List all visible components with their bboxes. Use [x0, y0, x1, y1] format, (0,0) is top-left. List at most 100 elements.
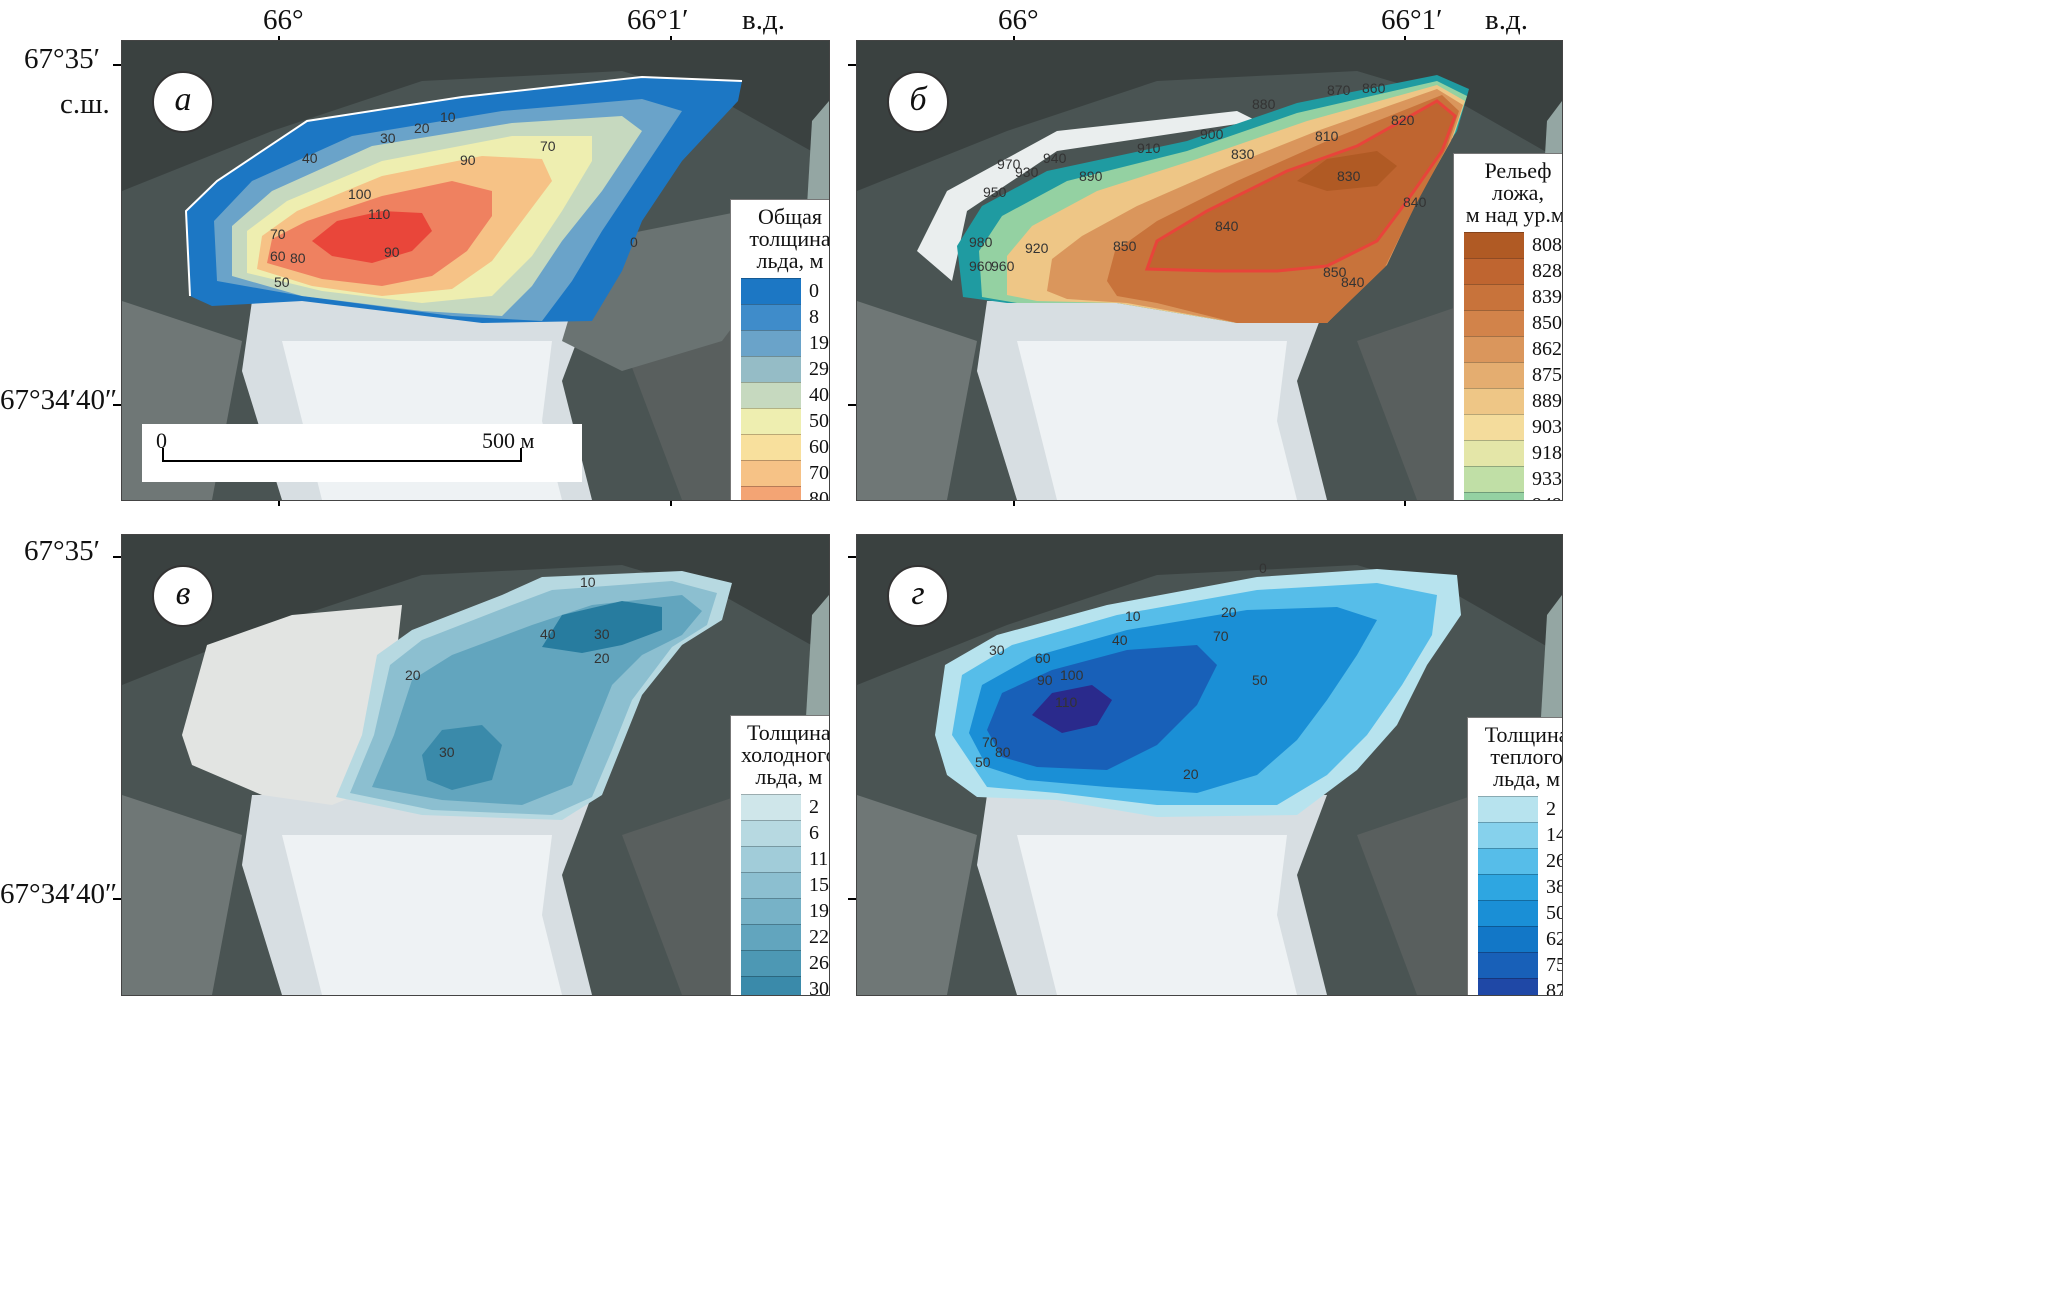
legend-swatch: [741, 793, 801, 821]
map-panel-g-warm-ice-thickness: 0 10 20 30 40 70 60 100 90 110 50 70 80 …: [856, 534, 1563, 996]
lon-label-66-1-top-right: 66°1′: [1381, 4, 1443, 36]
legend-swatch: [741, 381, 801, 409]
legend-row: 850: [1464, 309, 1562, 337]
legend-row: 14: [1478, 821, 1562, 849]
cold-ice-fill-v: [336, 571, 732, 820]
legend-row: 0: [741, 277, 829, 305]
legend-value: 918: [1532, 442, 1562, 464]
contour-label-a-4: 40: [302, 150, 318, 166]
contour-labels-v: 10 40 30 20 20 30: [405, 574, 610, 760]
legend-row: 828: [1464, 257, 1562, 285]
contour-label-a-14: 0: [630, 234, 638, 250]
legend-value: 6: [809, 822, 819, 844]
legend-swatch: [1478, 821, 1538, 849]
legend-rows-b: 8088288398508628758899039189339499639779…: [1464, 231, 1562, 500]
legend-swatch: [741, 845, 801, 873]
contour-label-g-1: 0: [1259, 560, 1267, 576]
legend-row: 933: [1464, 465, 1562, 493]
legend-row: 918: [1464, 439, 1562, 467]
contour-labels-g: 0 10 20 30 40 70 60 100 90 110 50 70 80 …: [975, 560, 1268, 782]
lat-label-bottom-row2: 67°34′40″: [0, 878, 118, 910]
legend-swatch: [1464, 283, 1524, 311]
legend-swatch: [1464, 309, 1524, 337]
legend-row: 50: [741, 407, 829, 435]
legend-swatch: [1464, 231, 1524, 259]
legend-value: 60: [809, 436, 829, 458]
legend-swatch: [1478, 977, 1538, 995]
legend-swatch: [741, 897, 801, 925]
contour-label-a-5: 70: [540, 138, 556, 154]
legend-value: 40: [809, 384, 829, 406]
legend-value: 62: [1546, 928, 1562, 950]
legend-value: 70: [809, 462, 829, 484]
legend-row: 26: [1478, 847, 1562, 875]
legend-swatch: [1464, 387, 1524, 415]
legend-row: 50: [1478, 899, 1562, 927]
map-panel-a-total-ice-thickness: 10 20 30 40 70 90 100 110 70 60 50 80 90…: [121, 40, 830, 501]
lat-label-top-row2: 67°35′: [24, 535, 100, 567]
legend-title-v: Толщина холодного льда, м: [741, 720, 830, 789]
legend-swatch: [1464, 439, 1524, 467]
contour-label-v-1: 10: [580, 574, 596, 590]
legend-swatch: [1464, 491, 1524, 500]
legend-row: 808: [1464, 231, 1562, 259]
contour-label-b-2: 860: [1362, 80, 1386, 96]
contour-label-g-15: 20: [1183, 766, 1199, 782]
contour-label-b-12: 830: [1337, 168, 1361, 184]
legend-swatch: [741, 485, 801, 500]
legend-value: 8: [809, 306, 819, 328]
contour-label-v-4: 20: [405, 667, 421, 683]
contour-label-b-18: 980: [969, 234, 993, 250]
legend-swatch: [741, 407, 801, 435]
legend-value: 2: [809, 796, 819, 818]
legend-value: 22: [809, 926, 829, 948]
legend-swatch: [741, 329, 801, 357]
legend-swatch: [1478, 847, 1538, 875]
lon-label-66-top-right: 66°: [998, 4, 1039, 36]
contour-label-a-9: 70: [270, 226, 286, 242]
legend-row: 875: [1464, 361, 1562, 389]
legend-value: 828: [1532, 260, 1562, 282]
legend-row: 80: [741, 485, 829, 500]
scale-end-label: 500 м: [482, 428, 535, 453]
contour-label-g-2: 10: [1125, 608, 1141, 624]
legend-row: 11: [741, 845, 829, 873]
legend-row: 75: [1478, 951, 1562, 979]
legend-row: 40: [741, 381, 829, 409]
panel-label-b: б: [887, 71, 949, 133]
legend-row: 862: [1464, 335, 1562, 363]
legend-value: 50: [809, 410, 829, 432]
contour-label-g-11: 50: [1252, 672, 1268, 688]
legend-value: 26: [1546, 850, 1562, 872]
north-latitude-label: с.ш.: [60, 88, 110, 120]
contour-label-v-6: 30: [439, 744, 455, 760]
legend-swatch: [741, 975, 801, 995]
legend-swatch: [1464, 361, 1524, 389]
legend-rows-v: 261115192226303543: [741, 793, 829, 996]
east-longitude-label: в.д.: [742, 4, 785, 36]
contour-label-a-1: 10: [440, 109, 456, 125]
contour-label-b-10: 910: [1137, 140, 1161, 156]
panel-label-a: а: [152, 71, 214, 133]
legend-swatch: [741, 277, 801, 305]
contour-label-g-8: 100: [1060, 667, 1084, 683]
contour-label-a-13: 90: [384, 244, 400, 260]
legend-swatch: [741, 923, 801, 951]
legend-swatch: [1464, 335, 1524, 363]
legend-value: 30: [809, 978, 829, 996]
lon-label-66-top: 66°: [263, 4, 304, 36]
legend-row: 889: [1464, 387, 1562, 415]
contour-label-g-7: 60: [1035, 650, 1051, 666]
contour-labels-b: 870 860 880 820 900 810 970 930 940 910 …: [969, 80, 1427, 290]
legend-swatch: [1464, 465, 1524, 493]
legend-swatch: [741, 433, 801, 461]
legend-rows-g: 21426385062758799114: [1478, 795, 1562, 995]
legend-row: 70: [741, 459, 829, 487]
contour-label-b-20: 960: [991, 258, 1015, 274]
legend-value: 2: [1546, 798, 1556, 820]
scale-bar: 0 500 м: [142, 424, 582, 482]
legend-swatch: [741, 949, 801, 977]
legend-title-g: Толщина теплого льда, м: [1484, 722, 1563, 791]
contour-label-g-6: 70: [1213, 628, 1229, 644]
lat-label-bottom-row1: 67°34′40″: [0, 384, 118, 416]
